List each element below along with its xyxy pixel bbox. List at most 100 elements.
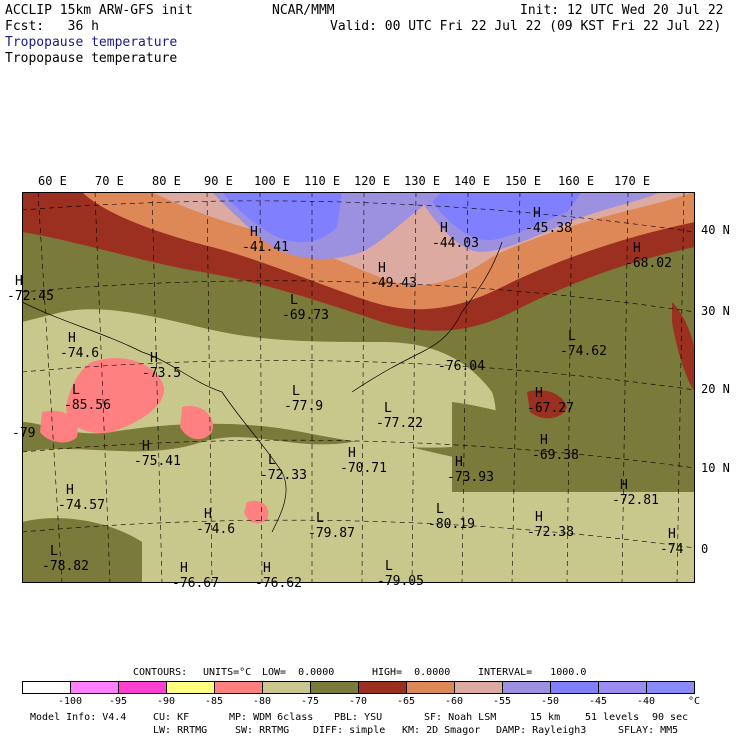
units-label: UNITS=°C [203, 667, 252, 678]
valid-time: Valid: 00 UTC Fri 22 Jul 22 (09 KST Fri … [330, 19, 722, 34]
extremum-value: -80.19 [428, 517, 475, 532]
high-marker: H [440, 221, 448, 236]
parallel-grid [22, 200, 695, 549]
colorbar-swatch [550, 681, 599, 694]
fill-band-minus80-bay [180, 406, 213, 440]
field-title-secondary: Tropopause temperature [5, 51, 178, 66]
colorbar-tick-label: -40 [636, 696, 656, 707]
extremum-value: -41.41 [242, 240, 289, 255]
low-marker: L [292, 384, 300, 399]
fill-band-minus70-sw [22, 518, 142, 583]
colorbar-tick-label: -100 [57, 696, 83, 707]
colorbar-swatch [358, 681, 407, 694]
high-marker: H [250, 225, 258, 240]
colorbar-tick-label: -50 [540, 696, 560, 707]
low-marker: L [290, 293, 298, 308]
lon-label-70e: 70 E [95, 174, 124, 188]
high-marker: H [15, 274, 23, 289]
extremum-value: -85.56 [64, 398, 111, 413]
extremum-value: -72.45 [7, 289, 54, 304]
extremum-value: -44.03 [432, 236, 479, 251]
low-label: LOW= 0.0000 [262, 667, 335, 678]
high-marker: H [142, 439, 150, 454]
low-marker: L [72, 383, 80, 398]
high-marker: H [535, 386, 543, 401]
colorbar-swatch [598, 681, 647, 694]
lon-label-90e: 90 E [204, 174, 233, 188]
extremum-value: -79 [12, 426, 36, 441]
extremum-value: -77.22 [376, 416, 423, 431]
colorbar-swatch [406, 681, 455, 694]
high-marker: H [533, 206, 541, 221]
lat-label-10n: 10 N [701, 461, 730, 475]
low-marker: L [50, 544, 58, 559]
footer-cu: CU: KF [153, 712, 190, 723]
extremum-value: -69.38 [532, 448, 579, 463]
extremum-value: -68.02 [625, 256, 672, 271]
fill-band-minus80-arabian [40, 410, 78, 443]
lat-label-40n: 40 N [701, 223, 730, 237]
high-marker: H [378, 261, 386, 276]
high-marker: H [68, 331, 76, 346]
extremum-value: -76.67 [172, 576, 219, 591]
colorbar-tick-label: -70 [348, 696, 368, 707]
extremum-value: -72.38 [527, 525, 574, 540]
organization-label: NCAR/MMM [272, 3, 335, 18]
footer-levels: 51 levels [585, 712, 640, 723]
lon-label-130e: 130 E [404, 174, 441, 188]
extremum-value: -70.71 [340, 461, 387, 476]
fill-band-minus65-east [672, 302, 695, 392]
extremum-value: -74.62 [560, 344, 607, 359]
fill-band-minus80-malaya [244, 500, 269, 524]
lon-label-80e: 80 E [152, 174, 181, 188]
low-marker: L [568, 329, 576, 344]
colorbar-tick-label: -65 [396, 696, 416, 707]
meridian-grid [37, 192, 685, 583]
high-marker: H [150, 351, 158, 366]
footer-lw: LW: RRTMG [153, 725, 208, 736]
extremum-value: -72.33 [260, 468, 307, 483]
colorbar-tick-label: -85 [204, 696, 224, 707]
lon-label-60e: 60 E [38, 174, 67, 188]
colorbar-swatch [214, 681, 263, 694]
high-marker: H [180, 561, 188, 576]
interval-label: INTERVAL= 1000.0 [478, 667, 587, 678]
colorbar-tick-label: -75 [300, 696, 320, 707]
field-title-primary: Tropopause temperature [5, 35, 178, 50]
lon-label-170e: 170 E [614, 174, 651, 188]
extremum-value: -74.6 [196, 522, 236, 537]
extremum-value: -73.5 [142, 366, 182, 381]
colorbar-tick-label: -90 [156, 696, 176, 707]
extremum-value: -75.41 [134, 454, 181, 469]
model-title: ACCLIP 15km ARW-GFS init [5, 3, 193, 18]
footer-sf: SF: Noah LSM [424, 712, 497, 723]
extremum-value: -74 [660, 542, 684, 557]
extremum-value: -77.9 [284, 399, 324, 414]
high-marker: H [633, 241, 641, 256]
colorbar-tick-label: -60 [444, 696, 464, 707]
contours-label: CONTOURS: [133, 667, 188, 678]
low-marker: L [268, 453, 276, 468]
colorbar-swatch [118, 681, 167, 694]
extremum-value: -69.73 [282, 308, 329, 323]
high-marker: H [66, 483, 74, 498]
low-marker: L [385, 559, 393, 574]
lon-label-100e: 100 E [254, 174, 291, 188]
lat-label-30n: 30 N [701, 304, 730, 318]
extremum-value: -76.04 [438, 359, 485, 374]
extremum-value: -67.27 [527, 401, 574, 416]
high-marker: H [263, 561, 271, 576]
colorbar-swatch [22, 681, 71, 694]
colorbar-swatch [70, 681, 119, 694]
lat-label-eq: 0 [701, 542, 709, 556]
footer-model-info: Model Info: V4.4 [30, 712, 127, 723]
coastline [22, 241, 503, 533]
extremum-value: -49.43 [370, 276, 417, 291]
colorbar-tick-label: -95 [108, 696, 128, 707]
lon-label-150e: 150 E [505, 174, 542, 188]
fill-band-minus45-ne [432, 192, 582, 241]
low-marker: L [316, 511, 324, 526]
colorbar-tick-label: -55 [492, 696, 512, 707]
forecast-hour: Fcst: 36 h [5, 19, 99, 34]
extremum-value: -72.81 [612, 493, 659, 508]
